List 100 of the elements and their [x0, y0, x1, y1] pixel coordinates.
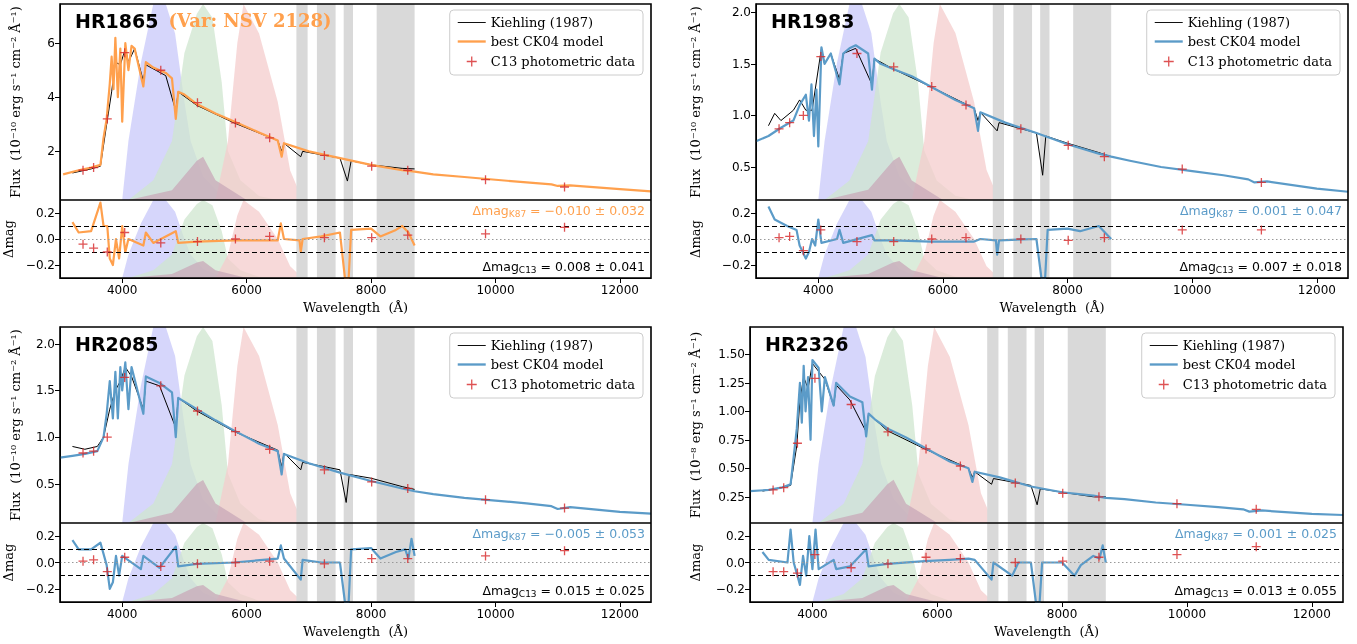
x-tick-label: 8000 — [355, 283, 387, 297]
point — [767, 566, 779, 577]
y-tick-label: 0.5 — [731, 159, 751, 174]
legend-label: C13 photometric data — [1182, 377, 1328, 392]
x-axis-title: Wavelength (Å) — [303, 299, 408, 315]
line-series — [754, 44, 1350, 193]
point — [960, 232, 972, 243]
line-series — [71, 537, 416, 604]
x-tick-label: 12000 — [600, 283, 639, 297]
y-tick-label: −0.2 — [721, 258, 751, 272]
point — [960, 99, 972, 111]
point — [77, 239, 89, 250]
point — [809, 549, 821, 560]
line-series — [58, 361, 653, 515]
point — [77, 165, 89, 176]
x-tick-label: 4000 — [106, 283, 138, 297]
point — [77, 556, 89, 567]
x-tick-label: 10000 — [1173, 283, 1212, 297]
legend-label: best CK04 model — [490, 34, 604, 49]
x-tick-label: 6000 — [927, 283, 959, 297]
line-series — [767, 205, 1113, 280]
point — [792, 567, 803, 579]
x-tick-label: 10000 — [476, 607, 515, 621]
point — [920, 443, 932, 455]
y-tick-label: 0.2 — [35, 206, 55, 220]
legend-label: C13 photometric data — [490, 377, 636, 392]
y-tick-label: 1.0 — [731, 108, 751, 123]
y-tick-label: 1.0 — [35, 430, 55, 445]
point — [102, 431, 113, 443]
chart-title: HR1983 — [771, 9, 855, 32]
x-tick-label: 4000 — [797, 607, 828, 621]
x-axis-title: Wavelength (Å) — [994, 623, 1099, 639]
y-tick-label: 2.0 — [35, 336, 55, 351]
x-tick-label: 10000 — [476, 283, 515, 297]
point — [230, 117, 241, 129]
point — [1010, 477, 1021, 489]
point — [845, 562, 857, 573]
line-series — [62, 36, 653, 193]
point — [102, 113, 113, 125]
legend-label: Kiehling (1987) — [1182, 338, 1286, 353]
y-tick-label: 4 — [47, 90, 55, 105]
x-tick-label: 4000 — [106, 607, 138, 621]
y-tick-label: 0.2 — [725, 529, 745, 544]
legend-label: best CK04 model — [1182, 357, 1296, 372]
y-axis-title: Flux (10⁻¹⁰ erg s⁻¹ cm⁻² Å⁻¹) — [688, 6, 703, 198]
y-tick-label: 0.0 — [35, 232, 55, 246]
y-tick-label: 0.0 — [731, 232, 751, 246]
y-tick-label: 0.50 — [718, 461, 745, 476]
point — [102, 246, 113, 258]
point — [88, 445, 99, 457]
legend-label: C13 photometric data — [1187, 54, 1333, 69]
point — [955, 460, 966, 472]
y-tick-label: 1.5 — [731, 56, 751, 71]
y-axis-title: Δmag — [0, 543, 16, 582]
x-tick-label: 8000 — [355, 607, 387, 621]
legend-label: C13 photometric data — [490, 54, 636, 69]
y-tick-label: −0.2 — [715, 581, 745, 596]
point — [882, 426, 894, 437]
point — [773, 123, 785, 134]
y-axis-title: Δmag — [688, 220, 703, 258]
point — [366, 476, 377, 488]
line-series — [71, 201, 416, 280]
point — [851, 48, 863, 59]
y-tick-label: 0.2 — [731, 206, 751, 220]
point — [815, 224, 826, 236]
legend-label: best CK04 model — [490, 357, 604, 372]
y-tick-label: 0.25 — [718, 489, 745, 504]
point — [773, 232, 785, 243]
legend-label: Kiehling (1987) — [1187, 15, 1291, 30]
y-tick-label: 0.0 — [725, 555, 745, 570]
x-tick-label: 12000 — [600, 607, 639, 621]
x-axis-title: Wavelength (Å) — [999, 299, 1105, 315]
point — [559, 502, 570, 514]
x-tick-label: 12000 — [1292, 607, 1331, 621]
x-tick-label: 4000 — [803, 283, 834, 297]
y-tick-label: 1.5 — [35, 383, 55, 398]
point — [809, 373, 821, 384]
y-tick-label: 1.50 — [718, 347, 745, 362]
y-tick-label: 6 — [47, 36, 55, 51]
x-axis-title: Wavelength (Å) — [303, 623, 408, 639]
legend-label: Kiehling (1987) — [490, 15, 594, 30]
legend-label: Kiehling (1987) — [490, 338, 594, 353]
point — [845, 399, 857, 410]
point — [1256, 224, 1267, 236]
point — [480, 550, 491, 562]
point — [882, 558, 894, 569]
x-tick-label: 12000 — [1297, 283, 1336, 297]
y-tick-label: 2 — [47, 144, 55, 159]
point — [767, 484, 779, 496]
legend-label: best CK04 model — [1187, 34, 1301, 49]
point — [77, 447, 89, 459]
chart-subtitle: (Var: NSV 2128) — [168, 10, 332, 31]
point — [155, 237, 166, 249]
point — [559, 181, 570, 193]
point — [1177, 163, 1188, 175]
x-tick-label: 6000 — [231, 283, 262, 297]
point — [230, 233, 241, 245]
point — [851, 236, 863, 247]
y-tick-label: 1.00 — [718, 404, 745, 419]
chart-title: HR1865 — [75, 9, 159, 32]
